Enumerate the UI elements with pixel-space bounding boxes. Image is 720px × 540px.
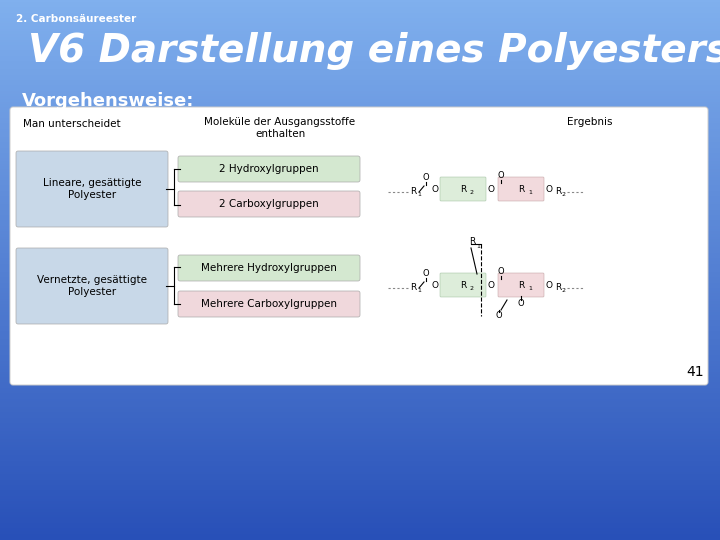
FancyBboxPatch shape <box>440 177 486 201</box>
FancyBboxPatch shape <box>178 255 360 281</box>
Text: Man unterscheidet: Man unterscheidet <box>23 119 121 129</box>
Text: Moleküle der Ausgangsstoffe
enthalten: Moleküle der Ausgangsstoffe enthalten <box>204 117 356 139</box>
Text: Mehrere Carboxylgruppen: Mehrere Carboxylgruppen <box>201 299 337 309</box>
Text: O: O <box>518 300 524 308</box>
Text: R: R <box>555 282 562 292</box>
Text: R: R <box>518 280 524 289</box>
Text: R: R <box>410 282 416 292</box>
Text: 2: 2 <box>470 191 474 195</box>
Text: O: O <box>495 312 503 321</box>
Text: 1: 1 <box>528 287 532 292</box>
Text: O: O <box>498 172 504 180</box>
Text: Mehrere Hydroxylgruppen: Mehrere Hydroxylgruppen <box>201 263 337 273</box>
Text: Ergebnis: Ergebnis <box>567 117 613 127</box>
Text: O: O <box>432 281 439 291</box>
Text: R: R <box>518 185 524 193</box>
Text: R: R <box>555 186 562 195</box>
Text: R: R <box>469 238 475 246</box>
Text: 2 Carboxylgruppen: 2 Carboxylgruppen <box>219 199 319 209</box>
Text: 2 Hydroxylgruppen: 2 Hydroxylgruppen <box>219 164 319 174</box>
FancyBboxPatch shape <box>498 177 544 201</box>
Text: 2: 2 <box>470 287 474 292</box>
FancyBboxPatch shape <box>178 291 360 317</box>
FancyBboxPatch shape <box>10 107 708 385</box>
FancyBboxPatch shape <box>178 156 360 182</box>
Text: 1: 1 <box>476 244 480 248</box>
Text: O: O <box>423 269 429 279</box>
Text: 41: 41 <box>686 365 704 379</box>
Text: O: O <box>545 281 552 291</box>
FancyBboxPatch shape <box>16 248 168 324</box>
FancyBboxPatch shape <box>440 273 486 297</box>
Text: Vorgehensweise:: Vorgehensweise: <box>22 92 194 110</box>
Text: O: O <box>487 281 494 291</box>
Text: R: R <box>460 280 466 289</box>
Text: 1: 1 <box>417 288 421 294</box>
FancyBboxPatch shape <box>498 273 544 297</box>
Text: 1: 1 <box>528 191 532 195</box>
Text: O: O <box>432 186 439 194</box>
Text: 2. Carbonsäureester: 2. Carbonsäureester <box>16 14 136 24</box>
Text: R: R <box>460 185 466 193</box>
Text: O: O <box>498 267 504 276</box>
Text: R: R <box>410 186 416 195</box>
Text: 2: 2 <box>562 288 566 294</box>
Text: O: O <box>545 186 552 194</box>
Text: Vernetzte, gesättigte
Polyester: Vernetzte, gesättigte Polyester <box>37 275 147 297</box>
FancyBboxPatch shape <box>178 191 360 217</box>
Text: O: O <box>423 173 429 183</box>
Text: Lineare, gesättigte
Polyester: Lineare, gesättigte Polyester <box>42 178 141 200</box>
Text: 2: 2 <box>562 192 566 198</box>
Text: 1: 1 <box>417 192 421 198</box>
FancyBboxPatch shape <box>16 151 168 227</box>
Text: V6 Darstellung eines Polyesters: V6 Darstellung eines Polyesters <box>28 32 720 70</box>
Text: O: O <box>487 186 494 194</box>
